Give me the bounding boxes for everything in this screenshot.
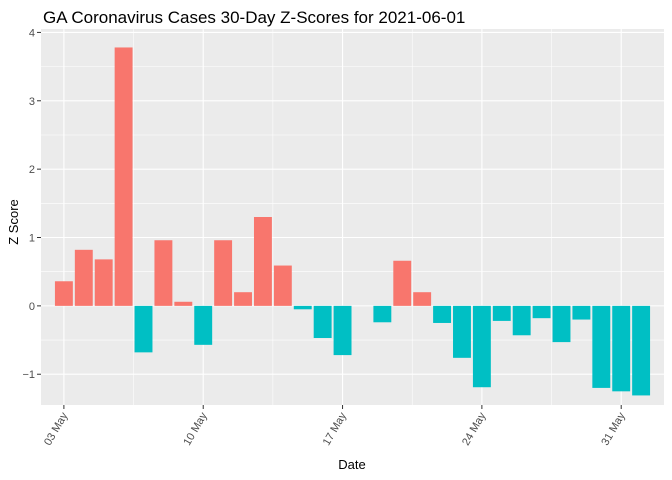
- bar-may-32: [632, 305, 651, 396]
- bar-may-20: [393, 260, 412, 306]
- bar-may-24: [472, 305, 491, 388]
- bar-may-4: [74, 249, 93, 306]
- plot-panel: [41, 29, 664, 405]
- y-tick-label: 3: [29, 96, 35, 108]
- bar-may-5: [94, 259, 113, 306]
- bar-may-7: [134, 305, 153, 353]
- bar-may-15: [293, 305, 312, 310]
- y-axis-title: Z Score: [6, 199, 21, 245]
- chart-title: GA Coronavirus Cases 30-Day Z-Scores for…: [43, 8, 465, 27]
- bar-may-26: [512, 305, 531, 336]
- x-tick-label: 17 May: [321, 410, 350, 448]
- bar-may-17: [333, 305, 352, 356]
- y-tick-label: 0: [29, 301, 35, 313]
- y-tick-label: 1: [29, 233, 35, 245]
- y-tick-label: 2: [29, 164, 35, 176]
- bars: [54, 47, 651, 396]
- bar-may-13: [253, 217, 272, 306]
- bar-may-9: [174, 301, 193, 306]
- bar-may-30: [592, 305, 611, 388]
- minor-gridlines: [41, 29, 664, 405]
- bar-may-25: [492, 305, 511, 321]
- bar-may-23: [453, 305, 471, 358]
- bar-may-11: [214, 240, 233, 306]
- x-axis-title: Date: [338, 457, 365, 472]
- y-tick-label: 4: [29, 27, 35, 39]
- bar-may-29: [572, 305, 591, 320]
- bar-may-14: [273, 265, 292, 306]
- bar-may-21: [413, 292, 432, 306]
- bar-may-28: [552, 305, 571, 343]
- bar-may-16: [313, 305, 332, 339]
- bar-may-27: [532, 305, 551, 319]
- bar-may-31: [612, 305, 631, 392]
- bar-may-6: [114, 47, 133, 306]
- bar-may-10: [194, 305, 213, 345]
- y-tick-label: −1: [22, 369, 35, 381]
- bar-may-19: [373, 305, 392, 323]
- x-tick-label: 24 May: [460, 410, 489, 448]
- x-tick-label: 10 May: [181, 410, 210, 448]
- bar-may-22: [433, 305, 452, 323]
- x-tick-label: 03 May: [42, 410, 71, 448]
- x-axis: 03 May 10 May 17 May 24 May 31 May: [42, 405, 628, 448]
- bar-may-3: [54, 281, 73, 306]
- x-tick-label: 31 May: [599, 410, 628, 448]
- bar-may-12: [234, 292, 252, 306]
- y-axis: −1 0 1 2 3 4: [22, 27, 41, 381]
- bar-may-8: [154, 240, 173, 306]
